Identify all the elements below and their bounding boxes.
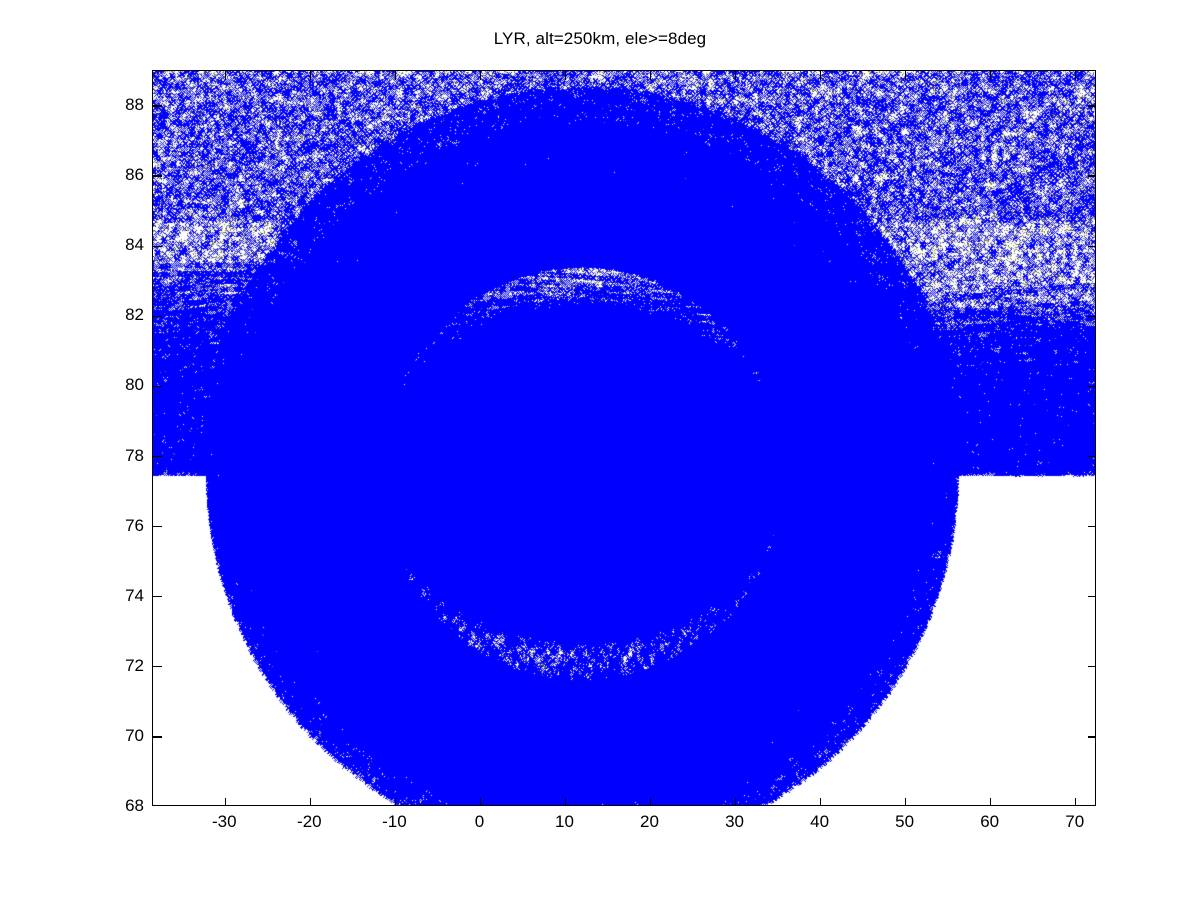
x-tick--30 xyxy=(224,71,226,80)
y-axis-label-82: 82 xyxy=(125,305,144,325)
x-tick--10 xyxy=(394,71,397,80)
x-tick-70 xyxy=(1075,798,1077,805)
x-tick-40 xyxy=(819,71,822,80)
x-tick-60 xyxy=(990,71,992,80)
x-tick--10 xyxy=(394,798,397,805)
y-tick-88 xyxy=(153,105,162,107)
x-axis-label--10: -10 xyxy=(382,812,407,831)
x-axis-label-20: 20 xyxy=(640,812,659,831)
y-axis-label-86: 86 xyxy=(125,165,144,185)
y-tick-86 xyxy=(1088,175,1095,177)
y-axis-label-84: 84 xyxy=(125,235,144,255)
scatter-plot-canvas xyxy=(153,71,1095,805)
x-tick-20 xyxy=(649,798,652,805)
x-axis-label-60: 60 xyxy=(980,812,1000,831)
x-tick--30 xyxy=(224,798,226,805)
x-axis-label-0: 0 xyxy=(474,812,485,831)
y-axis-label-68: 68 xyxy=(125,796,144,815)
y-tick-72 xyxy=(153,666,162,668)
y-tick-88 xyxy=(1088,105,1095,107)
x-tick--20 xyxy=(309,798,311,805)
plot-axes-frame xyxy=(152,70,1096,806)
y-tick-72 xyxy=(1088,666,1095,668)
y-axis-label-74: 74 xyxy=(125,585,144,605)
x-tick-60 xyxy=(990,798,992,805)
y-axis-label-76: 76 xyxy=(125,515,144,535)
y-axis-tick-labels: 68 70 72 74 76 78 80 82 84 86 88 xyxy=(60,0,144,900)
y-axis-label-70: 70 xyxy=(125,725,144,745)
x-tick-50 xyxy=(904,71,907,80)
x-tick-40 xyxy=(819,798,822,805)
y-tick-84 xyxy=(1088,245,1095,247)
x-tick-30 xyxy=(734,798,737,805)
y-tick-74 xyxy=(1088,596,1095,598)
y-axis-label-88: 88 xyxy=(125,95,144,115)
x-axis-label-70: 70 xyxy=(1065,812,1085,831)
y-tick-80 xyxy=(153,385,162,388)
y-tick-82 xyxy=(153,315,162,317)
x-tick-30 xyxy=(734,71,737,80)
y-axis-label-72: 72 xyxy=(125,655,144,675)
x-axis-label-50: 50 xyxy=(895,812,915,831)
x-axis-label-30: 30 xyxy=(725,812,745,831)
x-tick-0 xyxy=(479,798,482,805)
x-axis-label--20: -20 xyxy=(297,812,322,831)
y-tick-78 xyxy=(153,455,162,458)
x-axis-label-10: 10 xyxy=(554,812,574,831)
y-tick-86 xyxy=(153,175,162,177)
x-tick-10 xyxy=(564,71,567,80)
x-tick-10 xyxy=(564,798,567,805)
y-tick-84 xyxy=(153,245,162,247)
plot-clip-region xyxy=(153,71,1095,805)
x-tick--20 xyxy=(309,71,311,80)
y-tick-80 xyxy=(1088,385,1095,388)
y-tick-74 xyxy=(153,596,162,598)
y-tick-78 xyxy=(1088,455,1095,458)
x-tick-20 xyxy=(649,71,652,80)
y-tick-70 xyxy=(1088,736,1095,738)
x-tick-70 xyxy=(1075,71,1077,80)
y-tick-82 xyxy=(1088,315,1095,317)
x-tick-50 xyxy=(904,798,907,805)
y-tick-70 xyxy=(153,736,162,738)
x-axis-label--30: -30 xyxy=(211,812,237,831)
x-tick-0 xyxy=(479,71,482,80)
y-axis-label-80: 80 xyxy=(125,375,144,395)
chart-title: LYR, alt=250km, ele>=8deg xyxy=(493,29,707,48)
y-tick-76 xyxy=(1088,525,1095,528)
x-axis-label-40: 40 xyxy=(810,812,830,831)
y-tick-76 xyxy=(153,525,162,528)
y-axis-label-78: 78 xyxy=(125,445,144,465)
